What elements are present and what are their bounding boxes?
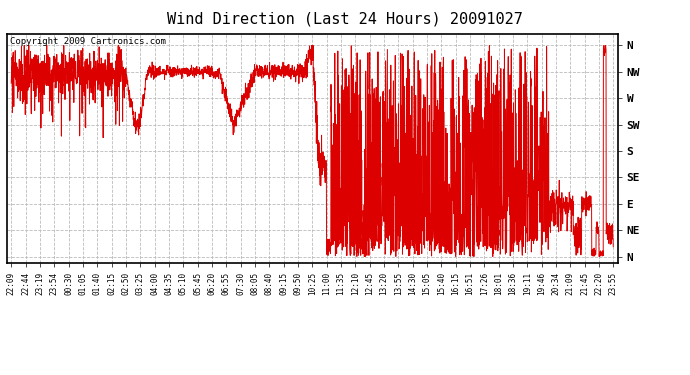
Text: Wind Direction (Last 24 Hours) 20091027: Wind Direction (Last 24 Hours) 20091027 — [167, 11, 523, 26]
Text: Copyright 2009 Cartronics.com: Copyright 2009 Cartronics.com — [10, 37, 166, 46]
